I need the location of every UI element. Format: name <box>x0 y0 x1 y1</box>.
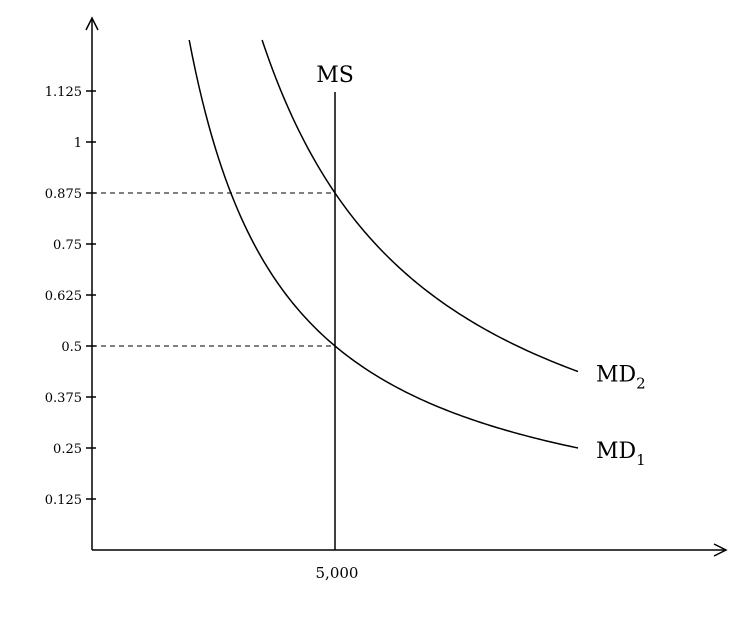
axes <box>85 16 728 557</box>
equilibrium-guides <box>92 192 335 347</box>
curve-label-subscript: 1 <box>636 451 646 469</box>
money-demand-curves <box>188 39 579 449</box>
money-demand-curve-2 <box>261 39 579 373</box>
money-supply-label: MS <box>316 63 354 88</box>
y-tick-label: 0.5 <box>61 340 82 355</box>
x-tick-label: 5,000 <box>316 564 359 582</box>
curve-label-name: MD <box>596 363 636 388</box>
y-tick-label: 0.25 <box>53 442 82 457</box>
x-ticks: 5,000 <box>316 564 359 582</box>
x-axis-arrow <box>713 543 728 557</box>
money-demand-label-2: MD2 <box>596 363 646 393</box>
y-tick-label: 1 <box>74 136 82 151</box>
money-demand-label-1: MD1 <box>596 439 646 469</box>
y-tick-label: 0.75 <box>53 238 82 253</box>
money-demand-curve-1 <box>188 39 579 449</box>
y-tick-label: 0.625 <box>45 289 82 304</box>
y-tick-label: 0.875 <box>45 187 82 202</box>
y-ticks: 0.125 0.25 0.375 0.5 0.625 0.75 0.875 1 1.125 <box>45 85 96 508</box>
curve-label-subscript: 2 <box>636 375 646 393</box>
curve-label-name: MD <box>596 439 636 464</box>
y-axis-arrow <box>85 16 99 31</box>
y-tick-label: 0.125 <box>45 493 82 508</box>
y-tick-label: 0.375 <box>45 391 82 406</box>
y-tick-label: 1.125 <box>45 85 82 100</box>
money-supply: MS <box>316 63 354 550</box>
